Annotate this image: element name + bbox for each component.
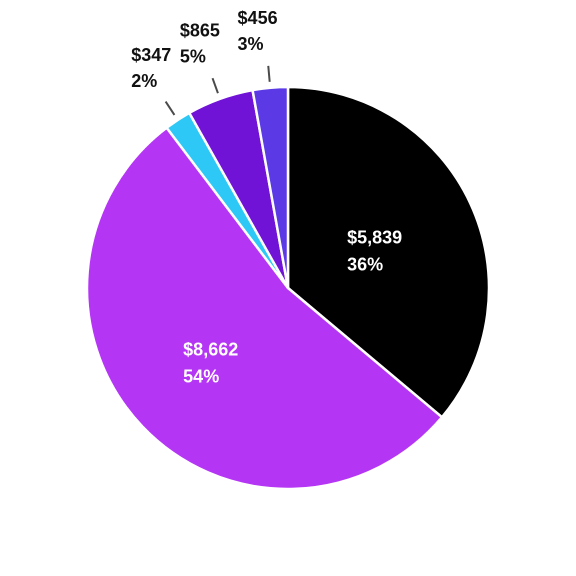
pie-slice-1 — [85, 126, 444, 491]
slice-label-0: $5,839 36% — [347, 228, 402, 275]
slice-value-label-1: $8,662 — [183, 339, 238, 359]
slice-percent-label-4: 3% — [238, 34, 264, 54]
leader-lines — [164, 65, 271, 116]
leader-line-2 — [164, 101, 176, 116]
slice-percent-label-0: 36% — [347, 255, 383, 275]
slice-label-4: $456 3% — [238, 8, 278, 54]
leader-line-4 — [267, 65, 271, 82]
pie-slice-0 — [286, 85, 491, 419]
slice-label-2: $347 2% — [131, 45, 171, 91]
slice-value-label-0: $5,839 — [347, 228, 402, 248]
slice-value-label-4: $456 — [238, 8, 278, 28]
slice-percent-label-2: 2% — [131, 71, 157, 91]
slice-value-label-3: $865 — [180, 21, 220, 41]
pie-slice-4 — [251, 85, 290, 290]
leader-line-3 — [211, 77, 219, 94]
slice-value-label-2: $347 — [131, 45, 171, 65]
slice-label-3: $865 5% — [180, 21, 220, 67]
slice-percent-label-3: 5% — [180, 47, 206, 67]
pie-slices — [85, 85, 491, 491]
slice-label-1: $8,662 54% — [183, 339, 238, 386]
slice-percent-label-1: 54% — [183, 366, 219, 386]
slice-labels: $5,839 36% $8,662 54% $347 2% $865 5% $456 3% — [131, 8, 402, 386]
